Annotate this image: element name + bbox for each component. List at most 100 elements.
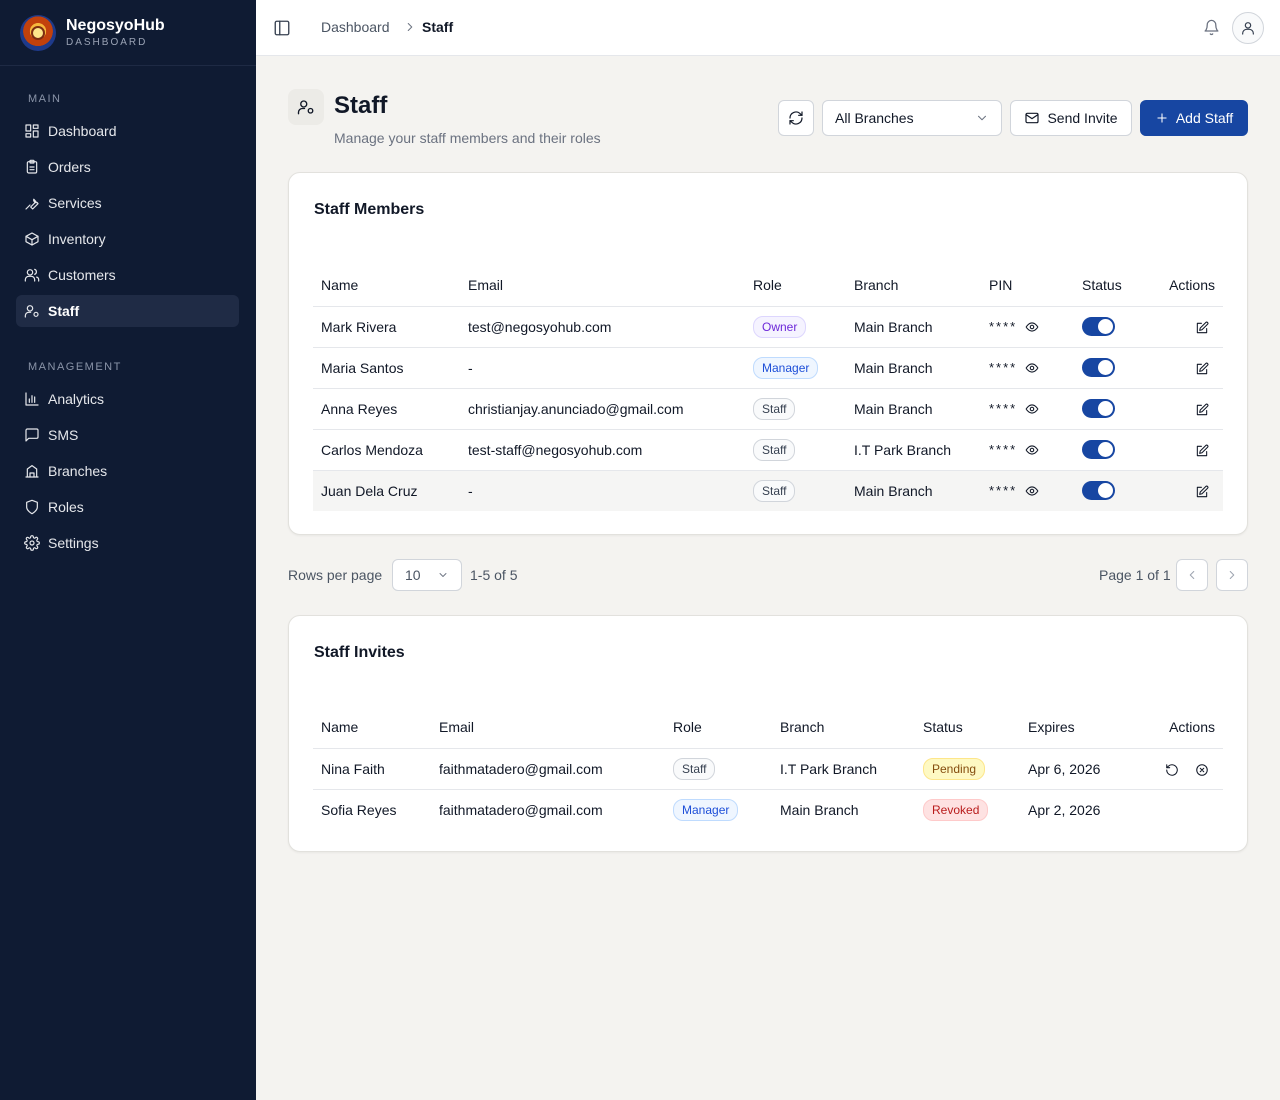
- sidebar-item-label: SMS: [48, 427, 79, 443]
- column-header: Status: [915, 707, 1020, 749]
- staff-name: Carlos Mendoza: [313, 429, 460, 471]
- column-header: Email: [460, 265, 745, 307]
- sidebar-toggle-icon[interactable]: [273, 19, 291, 37]
- sidebar-item-label: Orders: [48, 159, 91, 175]
- staff-branch: Main Branch: [846, 470, 981, 511]
- branch-select-value: All Branches: [835, 110, 914, 126]
- page-icon: [288, 89, 324, 125]
- table-row[interactable]: Maria Santos - Manager Main Branch ****: [313, 347, 1223, 389]
- plus-icon: [1157, 113, 1167, 123]
- staff-email: test-staff@negosyohub.com: [460, 429, 745, 471]
- table-row[interactable]: Mark Rivera test@negosyohub.com Owner Ma…: [313, 306, 1223, 348]
- avatar[interactable]: [1232, 12, 1264, 44]
- refresh-button[interactable]: [778, 100, 814, 136]
- user-cog-icon: [297, 100, 314, 115]
- eye-icon[interactable]: [1025, 443, 1039, 457]
- dashboard-icon: [25, 124, 39, 138]
- rows-per-page-select[interactable]: 10: [392, 559, 462, 591]
- edit-icon[interactable]: [1195, 485, 1209, 499]
- status-toggle[interactable]: [1082, 399, 1115, 418]
- staff-email: -: [460, 347, 745, 389]
- sidebar-item-services[interactable]: Services: [16, 187, 239, 219]
- revoke-icon[interactable]: [1195, 763, 1209, 777]
- topbar: Dashboard Staff: [256, 0, 1280, 56]
- staff-name: Anna Reyes: [313, 388, 460, 430]
- invite-branch: I.T Park Branch: [772, 748, 915, 790]
- status-badge: Pending: [923, 757, 986, 780]
- staff-email: -: [460, 470, 745, 511]
- edit-icon[interactable]: [1195, 444, 1209, 458]
- brand-name: NegosyoHub: [66, 17, 165, 34]
- invite-branch: Main Branch: [780, 801, 859, 818]
- bell-icon[interactable]: [1203, 19, 1220, 36]
- rows-per-page-value: 10: [405, 567, 421, 583]
- sidebar-item-label: Inventory: [48, 231, 106, 247]
- add-staff-label: Add Staff: [1175, 110, 1234, 126]
- staff-email: test@negosyohub.com: [460, 306, 745, 348]
- status-toggle[interactable]: [1082, 440, 1115, 459]
- status-toggle[interactable]: [1082, 317, 1115, 336]
- column-header: Branch: [846, 265, 981, 307]
- status-toggle[interactable]: [1082, 481, 1115, 501]
- refresh-icon: [789, 111, 803, 125]
- wrench-icon: [25, 198, 39, 210]
- sidebar-item-staff[interactable]: Staff: [16, 295, 239, 327]
- brand-logo: [20, 14, 56, 51]
- status-toggle[interactable]: [1082, 358, 1115, 377]
- column-header: Actions: [1146, 265, 1223, 307]
- sidebar-item-customers[interactable]: Customers: [16, 259, 239, 291]
- add-staff-button[interactable]: Add Staff: [1140, 100, 1248, 136]
- sidebar-item-label: Customers: [48, 267, 116, 283]
- previous-page-button[interactable]: [1176, 559, 1208, 591]
- table-row[interactable]: Carlos Mendoza test-staff@negosyohub.com…: [313, 429, 1223, 471]
- gear-icon: [24, 535, 40, 551]
- eye-icon[interactable]: [1025, 320, 1039, 334]
- staff-members-table: Name Email Role Branch PIN Status Action…: [313, 265, 1223, 511]
- sidebar-item-label: Services: [48, 195, 102, 211]
- sidebar-item-orders[interactable]: Orders: [16, 151, 239, 183]
- eye-icon[interactable]: [1025, 361, 1039, 375]
- send-invite-label: Send Invite: [1047, 110, 1118, 126]
- eye-icon[interactable]: [1025, 402, 1039, 416]
- sidebar-item-dashboard[interactable]: Dashboard: [16, 115, 239, 147]
- column-header: Role: [745, 265, 846, 307]
- sidebar-item-analytics[interactable]: Analytics: [16, 383, 239, 415]
- pin-mask: ****: [989, 483, 1018, 499]
- invite-expires: Apr 6, 2026: [1020, 748, 1137, 790]
- page-info: Page 1 of 1: [1099, 567, 1171, 583]
- user-icon: [1242, 22, 1254, 35]
- eye-icon[interactable]: [1025, 484, 1039, 498]
- edit-icon[interactable]: [1195, 321, 1209, 335]
- send-invite-button[interactable]: Send Invite: [1010, 100, 1132, 136]
- table-row[interactable]: Nina Faith faithmatadero@gmail.com Staff…: [313, 748, 1223, 790]
- next-page-button[interactable]: [1216, 559, 1248, 591]
- column-header: Status: [1074, 265, 1146, 307]
- bar-chart-icon: [25, 392, 39, 406]
- role-badge: Manager: [673, 798, 739, 821]
- brand[interactable]: NegosyoHub DASHBOARD: [0, 0, 256, 66]
- sidebar-item-roles[interactable]: Roles: [16, 491, 239, 523]
- column-header: Name: [313, 707, 431, 749]
- message-icon: [25, 428, 39, 442]
- shield-icon: [26, 499, 38, 515]
- branch-select[interactable]: All Branches: [822, 100, 1002, 136]
- sidebar-item-settings[interactable]: Settings: [16, 527, 239, 559]
- nav-section-main: MAIN: [28, 93, 62, 105]
- sidebar-item-inventory[interactable]: Inventory: [16, 223, 239, 255]
- status-badge: Revoked: [923, 798, 989, 821]
- role-badge: Manager: [753, 356, 819, 379]
- edit-icon[interactable]: [1195, 403, 1209, 417]
- table-row[interactable]: Sofia Reyes faithmatadero@gmail.com Mana…: [313, 789, 1223, 830]
- sidebar-item-branches[interactable]: Branches: [16, 455, 239, 487]
- table-row[interactable]: Juan Dela Cruz - Staff Main Branch ****: [313, 470, 1223, 511]
- page-subtitle: Manage your staff members and their role…: [334, 130, 601, 146]
- users-icon: [24, 268, 40, 282]
- resend-icon[interactable]: [1165, 763, 1179, 777]
- table-row[interactable]: Anna Reyes christianjay.anunciado@gmail.…: [313, 388, 1223, 430]
- pin-mask: ****: [989, 401, 1018, 416]
- sidebar-item-sms[interactable]: SMS: [16, 419, 239, 451]
- sidebar-item-label: Analytics: [48, 391, 105, 407]
- package-icon: [25, 232, 39, 246]
- breadcrumb-parent[interactable]: Dashboard: [321, 19, 390, 35]
- edit-icon[interactable]: [1195, 362, 1209, 376]
